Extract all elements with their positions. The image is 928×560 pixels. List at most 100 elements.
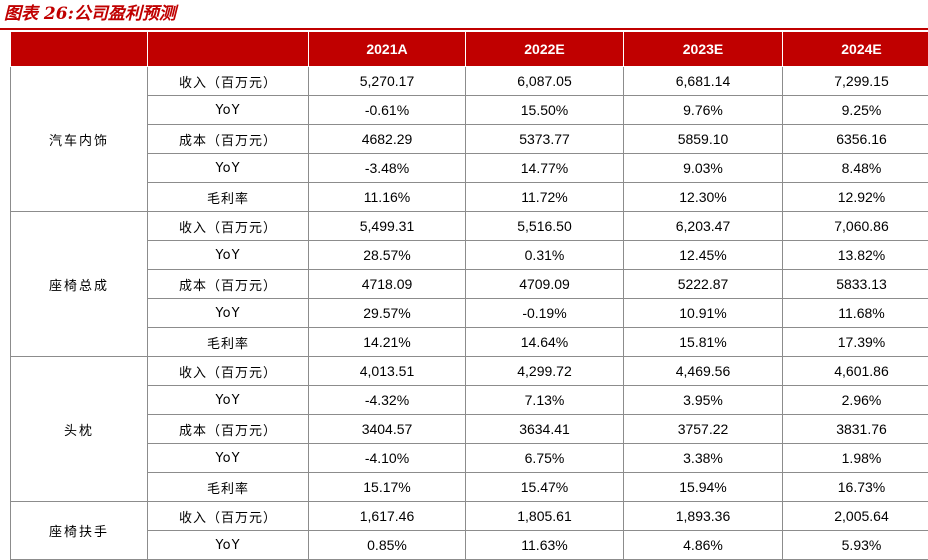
value-cell: 5,499.31 <box>309 212 466 241</box>
metric-label-cell: YoY <box>148 299 309 328</box>
value-cell: 14.21% <box>309 328 466 357</box>
metric-label-cell: 毛利率 <box>148 473 309 502</box>
value-cell: 2,005.64 <box>783 502 928 531</box>
value-cell: 9.03% <box>624 154 783 183</box>
metric-label-cell: YoY <box>148 154 309 183</box>
value-cell: 3634.41 <box>466 415 624 444</box>
value-cell: 11.16% <box>309 183 466 212</box>
value-cell: 5,270.17 <box>309 67 466 96</box>
caption-rule <box>0 28 928 30</box>
table-row: YoY-4.32%7.13%3.95%2.96% <box>11 386 928 415</box>
value-cell: 13.82% <box>783 241 928 270</box>
metric-label-cell: YoY <box>148 444 309 473</box>
metric-label-cell: 成本（百万元） <box>148 125 309 154</box>
value-cell: 4,469.56 <box>624 357 783 386</box>
value-cell: 2.96% <box>783 386 928 415</box>
value-cell: 5,516.50 <box>466 212 624 241</box>
value-cell: 11.68% <box>783 299 928 328</box>
value-cell: 1.98% <box>783 444 928 473</box>
value-cell: 3.38% <box>624 444 783 473</box>
value-cell: 15.50% <box>466 96 624 125</box>
earnings-forecast-table: 2021A 2022E 2023E 2024E 汽车内饰收入（百万元）5,270… <box>10 31 928 560</box>
value-cell: 28.57% <box>309 241 466 270</box>
value-cell: 17.39% <box>783 328 928 357</box>
value-cell: 4718.09 <box>309 270 466 299</box>
value-cell: 5.93% <box>783 531 928 560</box>
header-cell-metric <box>148 32 309 67</box>
metric-label-cell: YoY <box>148 531 309 560</box>
value-cell: 15.17% <box>309 473 466 502</box>
header-cell-segment <box>11 32 148 67</box>
value-cell: -3.48% <box>309 154 466 183</box>
value-cell: 0.31% <box>466 241 624 270</box>
value-cell: 6,203.47 <box>624 212 783 241</box>
value-cell: 4682.29 <box>309 125 466 154</box>
figure-caption: 图表 26:公司盈利预测 <box>4 2 176 26</box>
value-cell: 1,805.61 <box>466 502 624 531</box>
value-cell: 15.94% <box>624 473 783 502</box>
metric-label-cell: 收入（百万元） <box>148 357 309 386</box>
value-cell: 11.63% <box>466 531 624 560</box>
value-cell: 4,601.86 <box>783 357 928 386</box>
value-cell: 7.13% <box>466 386 624 415</box>
segment-name-cell: 座椅总成 <box>11 212 148 357</box>
value-cell: 7,060.86 <box>783 212 928 241</box>
value-cell: -0.61% <box>309 96 466 125</box>
value-cell: 11.72% <box>466 183 624 212</box>
value-cell: 3757.22 <box>624 415 783 444</box>
value-cell: 1,617.46 <box>309 502 466 531</box>
value-cell: 4.86% <box>624 531 783 560</box>
table-row: YoY-4.10%6.75%3.38%1.98% <box>11 444 928 473</box>
metric-label-cell: 成本（百万元） <box>148 415 309 444</box>
segment-name-cell: 座椅扶手 <box>11 502 148 560</box>
value-cell: 5222.87 <box>624 270 783 299</box>
value-cell: -4.32% <box>309 386 466 415</box>
value-cell: -0.19% <box>466 299 624 328</box>
value-cell: 4,013.51 <box>309 357 466 386</box>
value-cell: 9.76% <box>624 96 783 125</box>
value-cell: 4709.09 <box>466 270 624 299</box>
value-cell: 15.81% <box>624 328 783 357</box>
value-cell: -4.10% <box>309 444 466 473</box>
value-cell: 5373.77 <box>466 125 624 154</box>
value-cell: 7,299.15 <box>783 67 928 96</box>
value-cell: 3831.76 <box>783 415 928 444</box>
value-cell: 6356.16 <box>783 125 928 154</box>
table-row: YoY-0.61%15.50%9.76%9.25% <box>11 96 928 125</box>
value-cell: 5833.13 <box>783 270 928 299</box>
header-row: 2021A 2022E 2023E 2024E <box>11 32 928 67</box>
segment-name-cell: 头枕 <box>11 357 148 502</box>
value-cell: 3.95% <box>624 386 783 415</box>
value-cell: 9.25% <box>783 96 928 125</box>
value-cell: 3404.57 <box>309 415 466 444</box>
header-cell-2023e: 2023E <box>624 32 783 67</box>
header-cell-2021a: 2021A <box>309 32 466 67</box>
value-cell: 10.91% <box>624 299 783 328</box>
value-cell: 0.85% <box>309 531 466 560</box>
value-cell: 12.45% <box>624 241 783 270</box>
header-cell-2022e: 2022E <box>466 32 624 67</box>
metric-label-cell: YoY <box>148 241 309 270</box>
metric-label-cell: 毛利率 <box>148 183 309 212</box>
value-cell: 29.57% <box>309 299 466 328</box>
value-cell: 6,681.14 <box>624 67 783 96</box>
value-cell: 15.47% <box>466 473 624 502</box>
header-cell-2024e: 2024E <box>783 32 928 67</box>
metric-label-cell: 收入（百万元） <box>148 502 309 531</box>
value-cell: 16.73% <box>783 473 928 502</box>
value-cell: 12.30% <box>624 183 783 212</box>
value-cell: 1,893.36 <box>624 502 783 531</box>
metric-label-cell: 收入（百万元） <box>148 212 309 241</box>
